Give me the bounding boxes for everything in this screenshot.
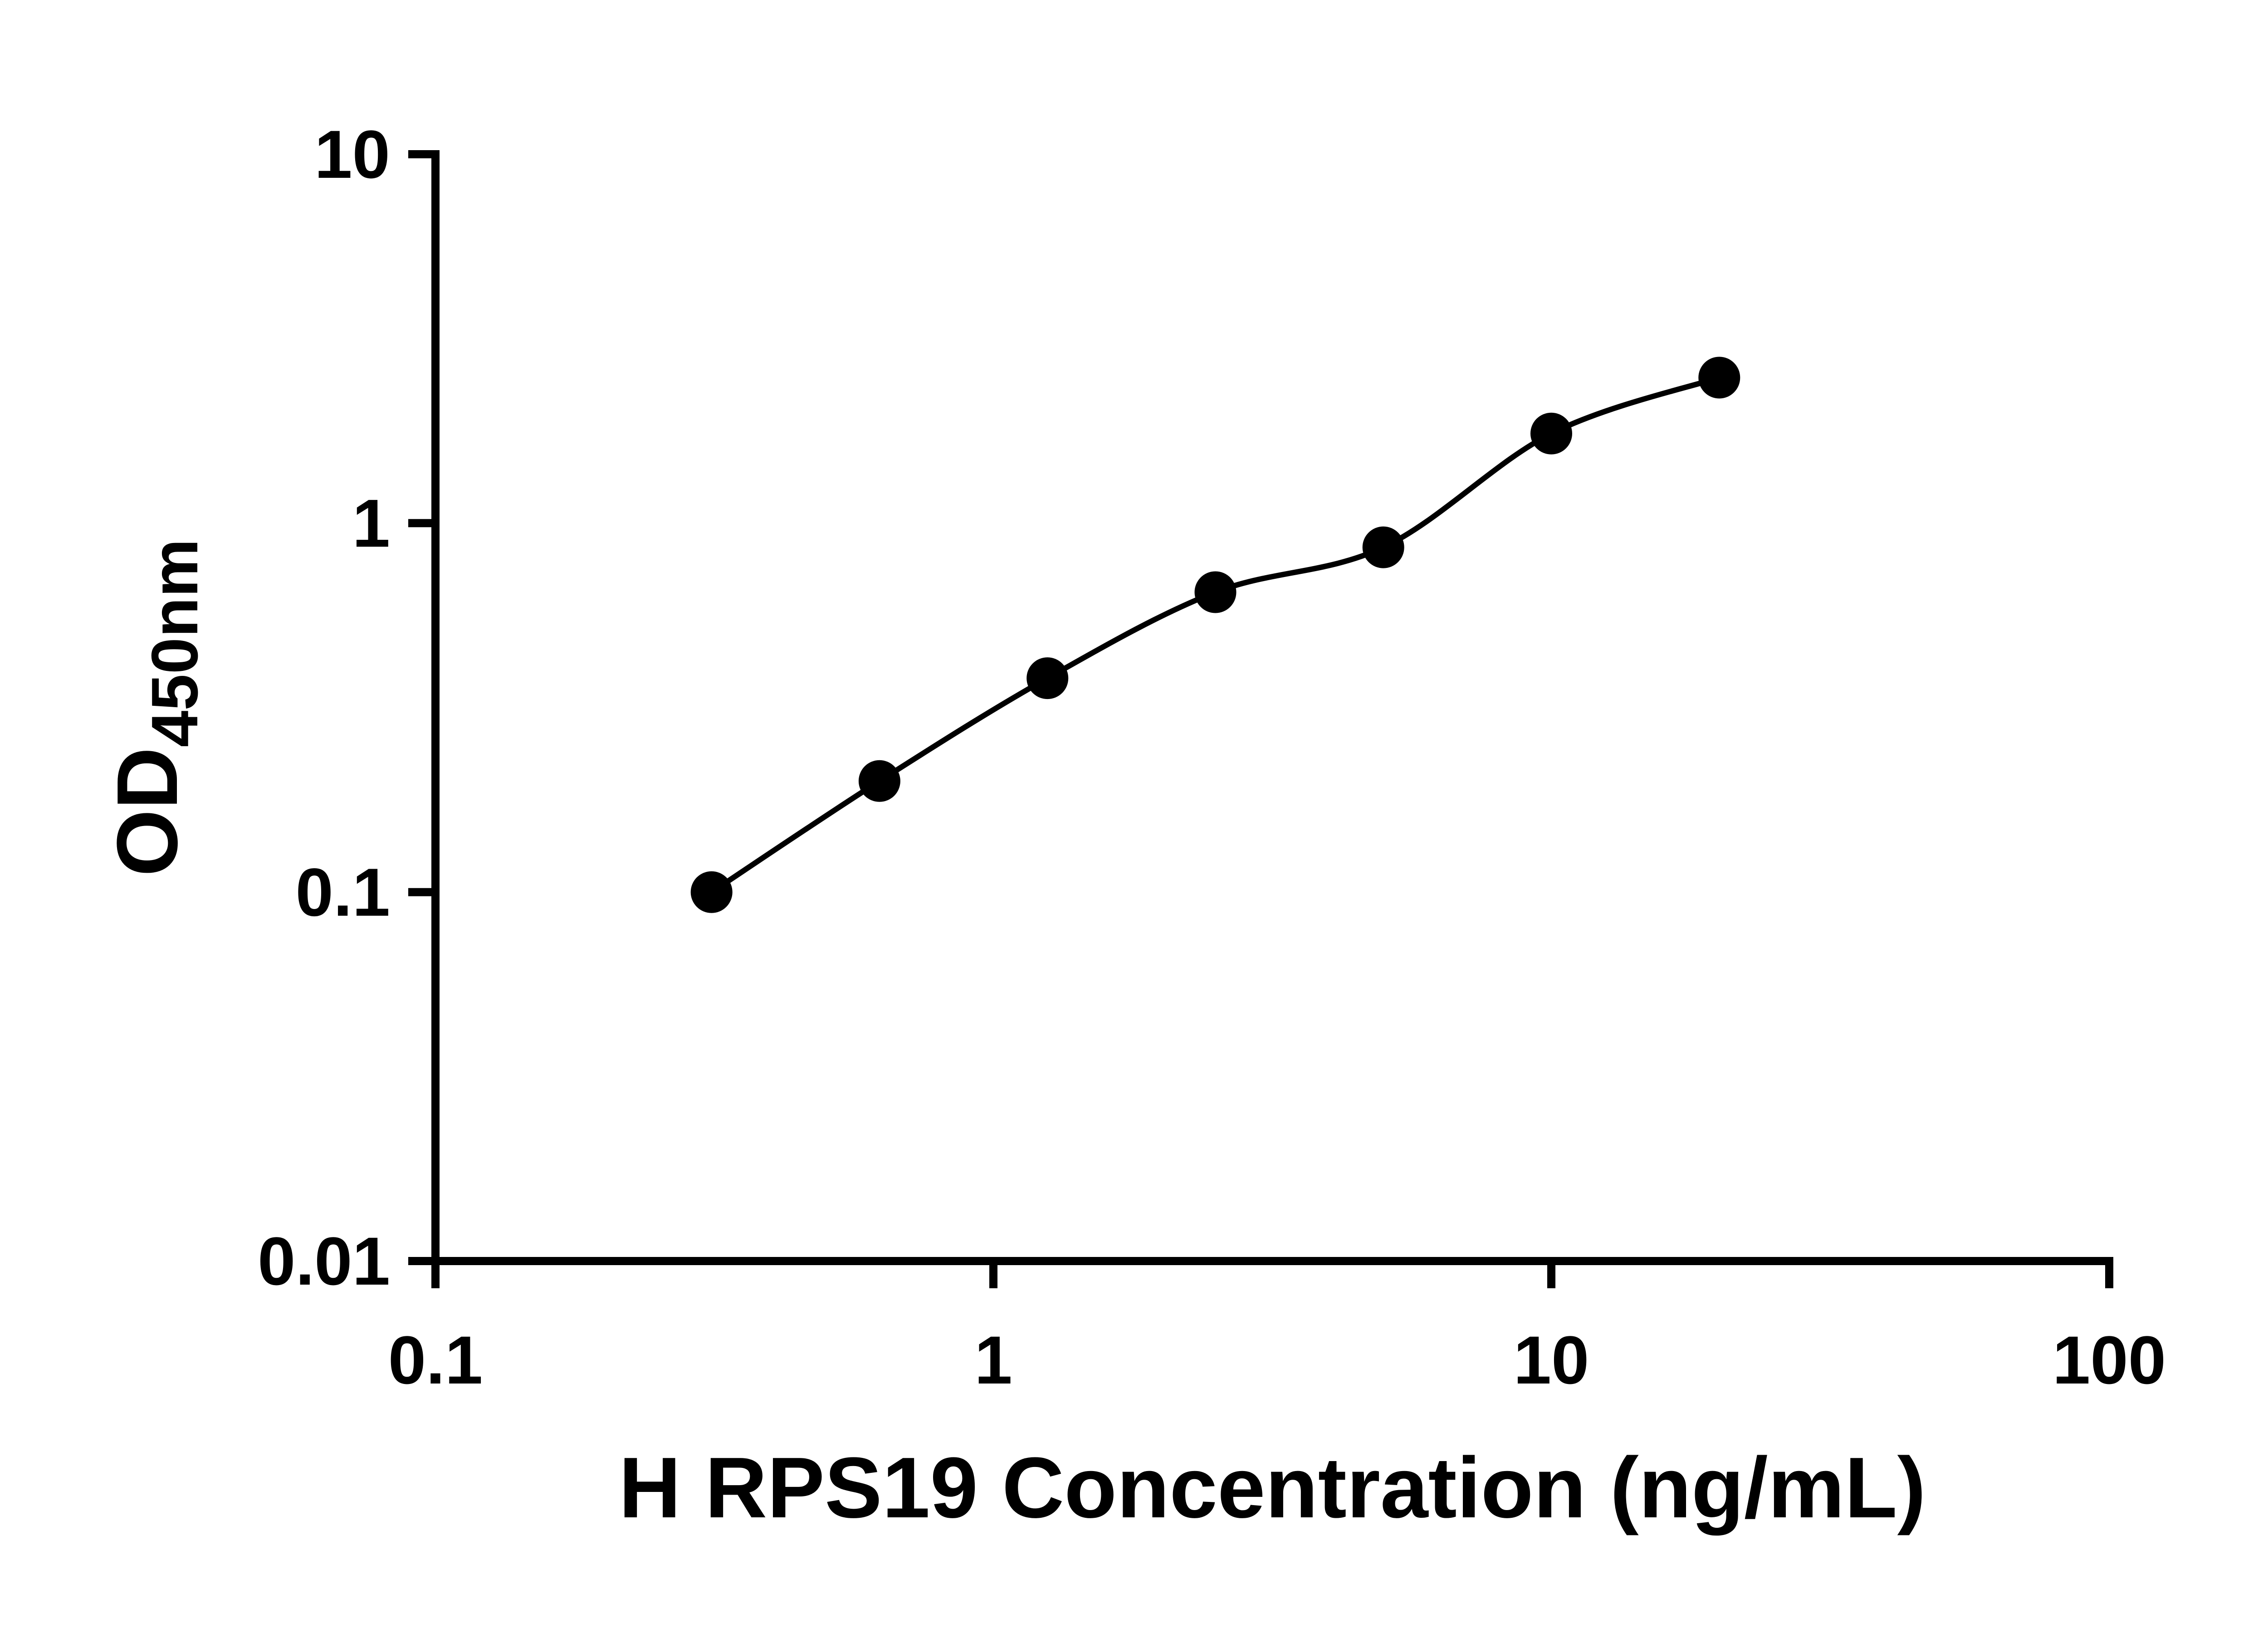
data-point [1194,571,1237,613]
y-tick-label: 10 [314,116,390,192]
x-tick-label: 1 [974,1322,1012,1398]
y-tick-label: 1 [352,485,390,561]
data-point [1530,412,1572,455]
data-points-group [690,357,1740,913]
fit-curve [710,375,1721,895]
x-tick-labels: 0.1 1 10 100 [388,1322,2166,1398]
x-tick-label: 100 [2053,1322,2166,1398]
y-axis-title: OD450nm [99,539,211,876]
y-tick-label: 0.01 [258,1223,390,1299]
x-tick-label: 0.1 [388,1322,483,1398]
fit-curve-group [710,375,1721,895]
data-point [690,871,733,913]
y-ticks [408,150,435,1265]
y-axis-title-main: OD [99,747,196,876]
data-point [1362,526,1404,568]
data-point [1698,357,1740,399]
x-ticks [431,1261,2113,1288]
x-axis-title: H RPS19 Concentration (ng/mL) [619,1440,1926,1536]
y-axis-title-subscript: 450nm [138,539,211,747]
data-point [858,760,900,802]
y-tick-labels: 10 1 0.1 0.01 [258,116,390,1299]
y-tick-label: 0.1 [295,854,390,930]
x-tick-label: 10 [1514,1322,1589,1398]
data-point [1026,657,1069,699]
